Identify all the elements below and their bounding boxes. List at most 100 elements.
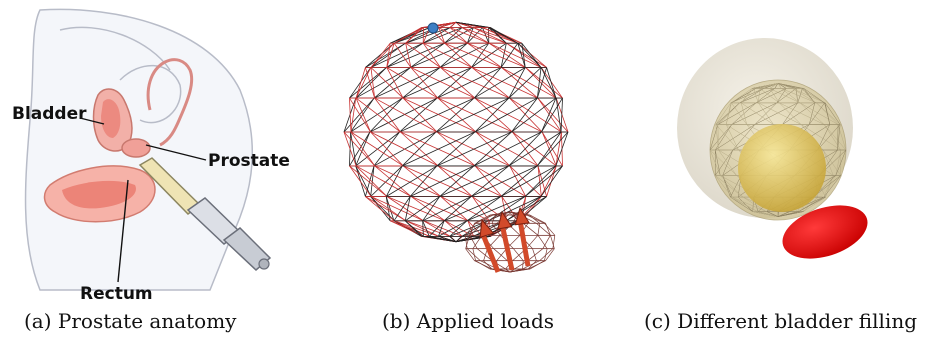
mesh-edge bbox=[757, 211, 779, 217]
mesh-edge bbox=[439, 42, 489, 68]
mesh-edge bbox=[552, 235, 556, 249]
mesh-edge bbox=[403, 165, 442, 197]
mesh-edge bbox=[455, 236, 462, 243]
mesh-edge bbox=[470, 165, 509, 197]
fixed-node-marker bbox=[427, 22, 439, 34]
mesh-edge bbox=[386, 42, 445, 68]
mesh-edge bbox=[349, 97, 371, 133]
load-arrow-head bbox=[497, 210, 513, 230]
mesh-edge bbox=[350, 131, 376, 167]
mesh-edge bbox=[386, 196, 446, 222]
mesh-edge bbox=[526, 214, 545, 224]
mesh-edge bbox=[474, 97, 513, 133]
mesh-edge bbox=[370, 196, 424, 222]
mesh-edge bbox=[709, 149, 721, 176]
mesh-edge bbox=[725, 102, 732, 125]
applied-loads-mesh bbox=[343, 21, 569, 273]
mesh-edge bbox=[394, 220, 430, 237]
mesh-edge bbox=[370, 165, 375, 197]
mesh-edge bbox=[475, 214, 494, 224]
mesh-edge bbox=[732, 196, 758, 212]
mesh-edge bbox=[730, 196, 753, 212]
urethra-path bbox=[146, 58, 194, 147]
load-arrow-head bbox=[479, 218, 495, 239]
mesh-edge bbox=[758, 102, 802, 125]
mesh-edge bbox=[355, 165, 372, 197]
mesh-edge bbox=[355, 165, 412, 197]
mesh-edge bbox=[350, 97, 375, 133]
mesh-edge bbox=[402, 97, 438, 133]
mesh-edge bbox=[508, 67, 542, 99]
bladder-filling-render bbox=[677, 38, 868, 259]
mesh-edge bbox=[536, 223, 551, 236]
mesh-edge bbox=[386, 42, 424, 68]
mesh-edge bbox=[715, 102, 740, 125]
mesh-edge bbox=[365, 196, 395, 222]
mesh-edge bbox=[555, 131, 562, 166]
mesh-edge bbox=[824, 102, 841, 125]
mesh-edge bbox=[355, 67, 387, 99]
mesh-edge bbox=[753, 88, 759, 103]
mesh-edge bbox=[835, 149, 847, 176]
mesh-edge bbox=[505, 268, 511, 273]
mesh-edge bbox=[532, 248, 537, 261]
mesh-edge bbox=[467, 42, 502, 68]
mesh-edge bbox=[483, 214, 501, 224]
mesh-edge bbox=[715, 124, 739, 151]
mesh-edge bbox=[370, 196, 407, 222]
mesh-edge bbox=[385, 165, 403, 197]
mesh-edge bbox=[741, 88, 754, 104]
mesh-edge bbox=[527, 260, 546, 270]
mesh-edge bbox=[506, 42, 547, 68]
mesh-edge bbox=[466, 196, 502, 222]
mesh-edge bbox=[422, 220, 424, 237]
mesh-edge bbox=[350, 131, 357, 166]
mesh-edge bbox=[374, 165, 442, 197]
mesh-edge bbox=[410, 42, 445, 68]
mesh-edge bbox=[777, 83, 787, 89]
mesh-edge bbox=[405, 220, 440, 237]
mesh-edge bbox=[438, 21, 457, 28]
mesh-edge bbox=[449, 236, 457, 243]
mesh-edge bbox=[455, 236, 474, 243]
mesh-edge bbox=[525, 235, 539, 249]
mesh-edge bbox=[536, 67, 542, 99]
mesh-edge bbox=[800, 124, 841, 151]
mesh-edge bbox=[715, 124, 756, 151]
mesh-edge bbox=[374, 165, 412, 197]
mesh-edge bbox=[402, 97, 477, 133]
load-arrow-head bbox=[514, 206, 530, 226]
mesh-edge bbox=[798, 196, 824, 212]
mesh-edge bbox=[803, 196, 826, 212]
mesh-edge bbox=[405, 27, 424, 44]
mesh-edge bbox=[435, 97, 510, 133]
mesh-edge bbox=[405, 43, 412, 68]
mesh-edge bbox=[720, 175, 744, 198]
mesh-edge bbox=[781, 88, 801, 104]
rectum-inner bbox=[62, 180, 136, 209]
anatomy-illustration bbox=[24, 8, 272, 291]
mesh-edge bbox=[505, 196, 542, 222]
tissue-line-2 bbox=[119, 64, 182, 124]
mesh-edge bbox=[471, 67, 510, 99]
mesh-edge bbox=[438, 220, 445, 237]
mesh-edge bbox=[403, 165, 473, 197]
mesh-edge bbox=[777, 211, 790, 217]
mesh-edge bbox=[365, 67, 376, 99]
mesh-edge bbox=[370, 67, 376, 99]
panel-prostate-anatomy: Bladder Prostate Rectum bbox=[0, 0, 310, 340]
mesh-edge bbox=[355, 165, 388, 197]
mesh-edge bbox=[781, 88, 817, 104]
mesh-edge bbox=[540, 165, 557, 197]
mesh-edge bbox=[474, 97, 510, 133]
mesh-edge bbox=[411, 196, 469, 222]
mesh-edge bbox=[754, 102, 798, 125]
mesh-edge bbox=[402, 67, 441, 99]
mesh-edge bbox=[539, 248, 554, 261]
mesh-edge bbox=[759, 88, 780, 104]
mesh-edge bbox=[436, 67, 502, 99]
mesh-edge bbox=[437, 97, 477, 133]
mesh-edge bbox=[758, 102, 774, 125]
mesh-edge bbox=[410, 67, 476, 99]
mesh-edge bbox=[404, 220, 422, 237]
